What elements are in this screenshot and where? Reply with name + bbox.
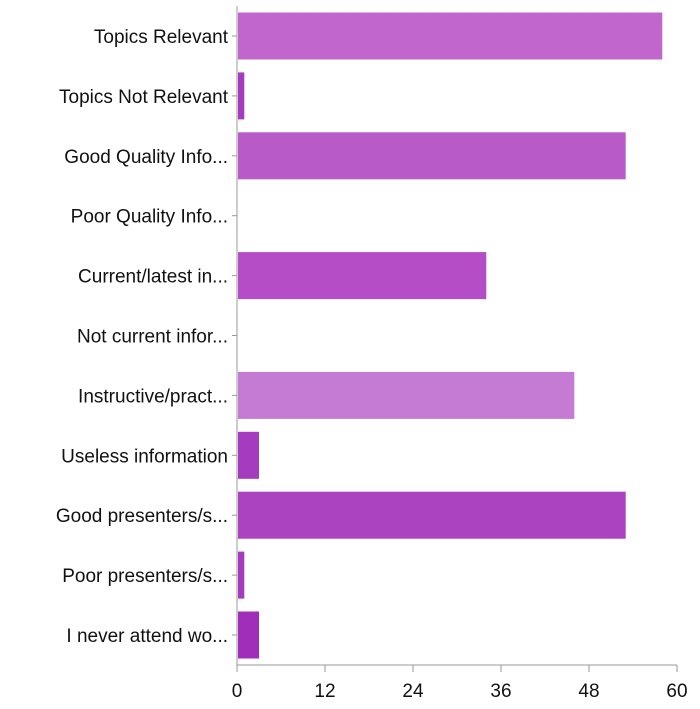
category-label: Useless information: [61, 446, 228, 467]
bars-layer: [238, 12, 663, 659]
category-label: Poor Quality Info...: [71, 207, 228, 228]
category-label: Poor presenters/s...: [62, 566, 228, 587]
bar-1: [238, 72, 245, 120]
bar-8: [238, 491, 626, 539]
category-label: Instructive/pract...: [78, 386, 228, 407]
axis-layer: [236, 6, 677, 666]
category-labels: Topics Relevant Topics Not Relevant Good Q…: [56, 27, 237, 647]
bar-9: [238, 551, 245, 599]
x-tick-label: 0: [232, 681, 243, 702]
category-label: Good Quality Info...: [64, 147, 228, 168]
category-label: Not current infor...: [77, 327, 228, 348]
x-ticks: 0 12 24 36 48 60: [232, 665, 688, 702]
bar-2: [238, 132, 626, 180]
bar-7: [238, 431, 259, 479]
bar-4: [238, 252, 487, 300]
x-tick-label: 48: [578, 681, 599, 702]
category-label: I never attend wo...: [66, 626, 228, 647]
category-label: Good presenters/s...: [56, 506, 228, 527]
category-label: Topics Not Relevant: [59, 87, 229, 108]
x-tick-label: 24: [402, 681, 424, 702]
x-tick-label: 36: [490, 681, 511, 702]
category-label: Current/latest in...: [78, 267, 228, 288]
bar-6: [238, 371, 575, 419]
x-tick-label: 12: [314, 681, 335, 702]
bar-10: [238, 611, 259, 659]
category-label: Topics Relevant: [94, 27, 229, 48]
x-tick-label: 60: [666, 681, 687, 702]
bar-0: [238, 12, 663, 60]
